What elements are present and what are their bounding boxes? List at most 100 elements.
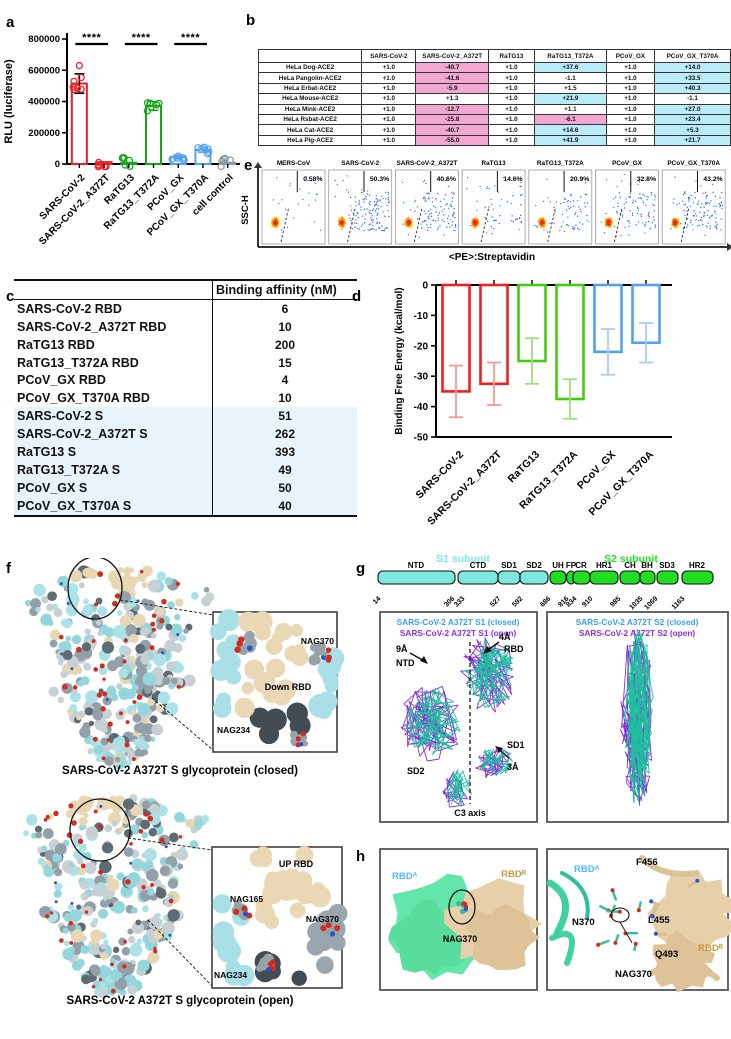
table-row: PCoV_GX_T370A RBD 10 [14, 389, 357, 408]
dot [314, 182, 316, 185]
s2-open-legend: SARS-CoV-2 A372T S2 (open) [579, 628, 696, 638]
surface-blob [175, 598, 184, 607]
dot [365, 198, 367, 200]
dot [629, 222, 631, 224]
h-right-l455-label: L455 [648, 915, 670, 926]
dot [563, 197, 566, 200]
dot [411, 224, 413, 226]
fold-change-cell: +1.0 [487, 72, 535, 84]
fold-change-cell: +1.0 [487, 124, 535, 136]
glycan-dot [139, 569, 144, 574]
dot [352, 212, 354, 214]
fold-change-cell: +1.0 [487, 61, 535, 74]
panel-f-label: f [6, 560, 11, 577]
flow-plot-title: RaTG13 [482, 160, 507, 167]
surface-blob [136, 938, 143, 945]
domain-segment [572, 570, 591, 585]
dot [637, 184, 639, 186]
closed-down-rbd-label: Down RBD [265, 682, 312, 692]
nitrogen-dot [66, 602, 70, 606]
closed-inset-art [209, 609, 345, 748]
annotation-sd2: SD2 [407, 766, 425, 776]
dot [431, 219, 433, 222]
fold-change-cell: -5.9 [415, 82, 489, 95]
surface-blob [78, 843, 87, 852]
dot [355, 215, 357, 217]
surface-blob [93, 744, 104, 755]
glycan-dot [94, 602, 99, 607]
surface-blob [85, 826, 98, 839]
dot [447, 185, 450, 187]
dot [645, 221, 647, 224]
dot [380, 195, 383, 197]
dot [629, 192, 632, 194]
dot [561, 213, 564, 216]
surface-blob [98, 688, 104, 694]
inset-cyan-blob [308, 693, 333, 718]
dot [543, 229, 545, 231]
column-header: PCoV_GX [605, 49, 656, 63]
dot [410, 209, 412, 211]
glycan-dot [153, 946, 157, 950]
dot [572, 205, 575, 207]
surface-blob [156, 608, 165, 616]
dot [371, 215, 373, 217]
dot [387, 191, 389, 194]
spike-closed-surface [24, 565, 215, 770]
dot [625, 201, 627, 204]
surface-blob [130, 709, 137, 716]
dot [432, 219, 435, 221]
surface-blob [83, 598, 89, 605]
surface-blob [95, 756, 102, 762]
inset-wheat-blob [290, 624, 304, 637]
dot [378, 222, 381, 224]
dot [376, 201, 378, 204]
surface-blob [123, 566, 132, 576]
dot [631, 214, 634, 216]
residue-number: 1069 [643, 595, 659, 611]
dot [647, 214, 650, 217]
construct-label: PCoV_GX_T370A RBD [17, 391, 150, 406]
dot [451, 197, 454, 199]
dot [305, 175, 307, 178]
dot [703, 215, 705, 217]
dot [653, 219, 655, 221]
glycan-dot [92, 736, 98, 742]
dot [409, 220, 411, 223]
surface-blob [193, 819, 203, 829]
empty-header [14, 278, 213, 300]
dot [714, 225, 716, 228]
dot [385, 191, 387, 193]
surface-blob [78, 867, 86, 876]
dot [370, 217, 372, 219]
dot [694, 212, 696, 215]
dot [427, 192, 429, 194]
surface-blob [87, 748, 94, 755]
ribbon-arc [560, 871, 590, 920]
dot [415, 199, 417, 202]
surface-blob [128, 935, 136, 944]
dot [580, 210, 582, 213]
y-tick-label: 600000 [28, 65, 60, 76]
dot [584, 202, 586, 204]
surface-blob [164, 576, 173, 586]
dot [676, 203, 678, 206]
surface-blob [134, 749, 141, 757]
surface-blob [165, 702, 179, 716]
dot [566, 201, 568, 203]
annotation-4a: 4Å [499, 632, 511, 642]
dot [434, 220, 437, 222]
surface-blob [99, 981, 106, 989]
glycan-dot [122, 659, 127, 664]
dot [402, 202, 405, 204]
surface-blob [83, 812, 89, 819]
glycan-dot [53, 810, 59, 817]
glycan-dot [123, 939, 127, 944]
dot [715, 213, 717, 215]
dot [363, 201, 365, 203]
domain-segment [681, 570, 714, 585]
glycan-oxygen [236, 640, 243, 647]
surface-blob [140, 819, 151, 830]
domain-name-label: SD2 [526, 561, 542, 570]
surface-blob [62, 650, 73, 661]
